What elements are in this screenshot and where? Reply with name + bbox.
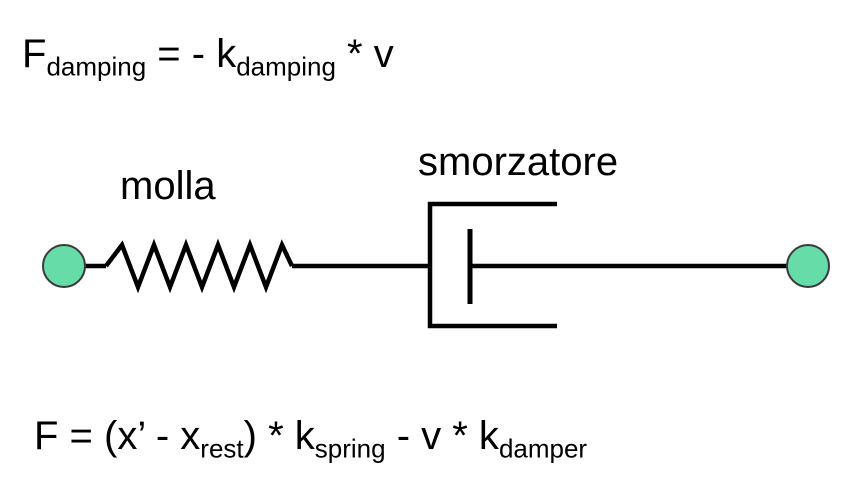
damper-cylinder [427, 201, 557, 329]
formula-damper-subscript: damper [498, 433, 588, 464]
right-node [786, 244, 830, 288]
damper-label: smorzatore [418, 140, 619, 184]
spring-zigzag [104, 238, 295, 294]
left-node [42, 244, 86, 288]
formula-force-symbol: F [22, 32, 47, 76]
formula-total-part1: F = (x’ - x [34, 414, 201, 458]
formula-velocity-term: * v [335, 32, 394, 76]
formula-k-subscript: damping [236, 51, 336, 82]
formula-rest-subscript: rest [200, 433, 244, 464]
formula-force-subscript: damping [46, 51, 147, 82]
formula-total-part2: ) * k [243, 414, 315, 458]
damping-force-formula: Fdamping = - kdamping * v [22, 32, 394, 79]
formula-spring-subscript: spring [314, 433, 386, 464]
formula-equals-k: = - k [146, 32, 237, 76]
formula-total-part3: - v * k [385, 414, 499, 458]
spring-label: molla [120, 164, 216, 208]
total-force-formula: F = (x’ - xrest) * kspring - v * kdamper [34, 414, 587, 461]
